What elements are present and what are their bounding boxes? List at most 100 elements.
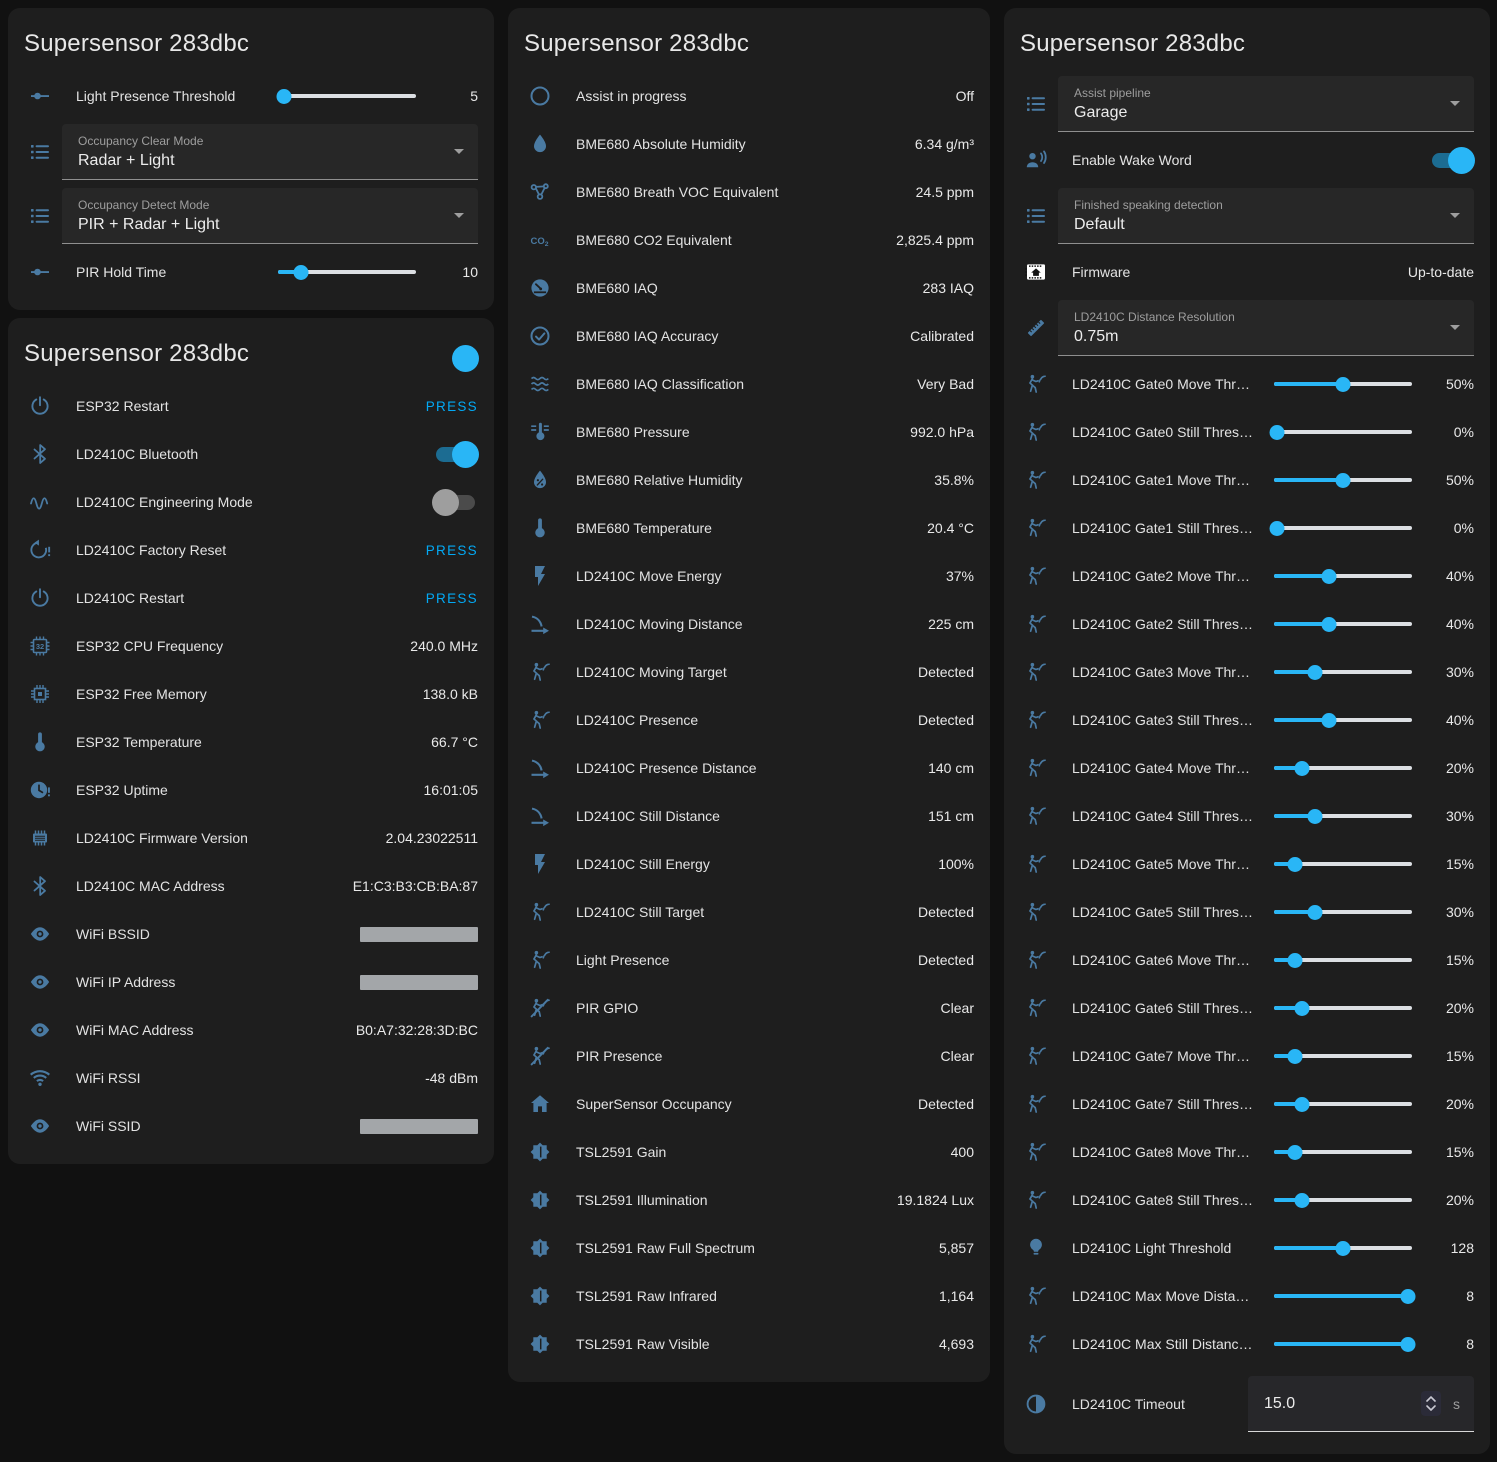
- entity-row[interactable]: PIR Presence Clear: [508, 1032, 990, 1080]
- entity-row[interactable]: ESP32 Temperature 66.7 °C: [8, 718, 494, 766]
- entity-row[interactable]: WiFi RSSI -48 dBm: [8, 1054, 494, 1102]
- slider[interactable]: [1274, 1282, 1416, 1310]
- entity-row[interactable]: BME680 Temperature 20.4 °C: [508, 504, 990, 552]
- entity-row[interactable]: WiFi MAC Address B0:A7:32:28:3D:BC: [8, 1006, 494, 1054]
- toggle-switch[interactable]: [433, 440, 479, 468]
- slider[interactable]: [1274, 1138, 1412, 1166]
- slider[interactable]: [1274, 562, 1412, 590]
- slider-knob[interactable]: [1294, 1192, 1310, 1208]
- slider[interactable]: [1274, 898, 1412, 926]
- slider-knob[interactable]: [1321, 712, 1337, 728]
- slider-knob[interactable]: [1335, 1240, 1351, 1256]
- entity-row[interactable]: LD2410C Still Target Detected: [508, 888, 990, 936]
- slider[interactable]: [278, 258, 416, 286]
- entity-row[interactable]: BME680 Pressure 992.0 hPa: [508, 408, 990, 456]
- slider[interactable]: [276, 82, 416, 110]
- entity-row[interactable]: LD2410C Presence Detected: [508, 696, 990, 744]
- entity-row[interactable]: BME680 Relative Humidity 35.8%: [508, 456, 990, 504]
- slider[interactable]: [1274, 1330, 1416, 1358]
- entity-row[interactable]: Firmware Up-to-date: [1004, 248, 1490, 296]
- slider[interactable]: [1274, 706, 1412, 734]
- entity-row[interactable]: TSL2591 Illumination 19.1824 Lux: [508, 1176, 990, 1224]
- entity-row[interactable]: WiFi IP Address: [8, 958, 494, 1006]
- toggle-switch[interactable]: [1429, 146, 1475, 174]
- entity-row[interactable]: CO 2 BME680 CO2 Equivalent 2,825.4 ppm: [508, 216, 990, 264]
- toggle-switch[interactable]: [432, 488, 478, 516]
- select-field[interactable]: Occupancy Detect Mode PIR + Radar + Light: [62, 188, 478, 244]
- entity-row[interactable]: BME680 IAQ 283 IAQ: [508, 264, 990, 312]
- entity-row[interactable]: WiFi BSSID: [8, 910, 494, 958]
- entity-row[interactable]: ESP32 Free Memory 138.0 kB: [8, 670, 494, 718]
- entity-row[interactable]: Light Presence Detected: [508, 936, 990, 984]
- slider-knob[interactable]: [1287, 856, 1303, 872]
- entity-row[interactable]: LD2410C Moving Target Detected: [508, 648, 990, 696]
- slider-knob[interactable]: [1400, 1336, 1416, 1352]
- slider-knob[interactable]: [1287, 1048, 1303, 1064]
- press-button[interactable]: PRESS: [425, 590, 478, 606]
- slider[interactable]: [1274, 1234, 1412, 1262]
- entity-row[interactable]: LD2410C Firmware Version 2.04.23022511: [8, 814, 494, 862]
- slider-knob[interactable]: [1335, 472, 1351, 488]
- entity-row[interactable]: BME680 IAQ Accuracy Calibrated: [508, 312, 990, 360]
- slider-knob[interactable]: [1287, 952, 1303, 968]
- stepper-down-icon[interactable]: [1425, 1404, 1437, 1412]
- slider[interactable]: [1274, 946, 1412, 974]
- number-input[interactable]: 15.0 s: [1248, 1376, 1474, 1432]
- slider-knob[interactable]: [1307, 904, 1323, 920]
- select-field[interactable]: LD2410C Distance Resolution 0.75m: [1058, 300, 1474, 356]
- slider-knob[interactable]: [1321, 616, 1337, 632]
- entity-row[interactable]: LD2410C Move Energy 37%: [508, 552, 990, 600]
- slider-knob[interactable]: [1400, 1288, 1416, 1304]
- entity-row[interactable]: WiFi SSID: [8, 1102, 494, 1150]
- entity-row[interactable]: SuperSensor Occupancy Detected: [508, 1080, 990, 1128]
- slider-knob[interactable]: [1307, 664, 1323, 680]
- slider-knob[interactable]: [1294, 760, 1310, 776]
- entity-row[interactable]: TSL2591 Gain 400: [508, 1128, 990, 1176]
- press-button[interactable]: PRESS: [425, 542, 478, 558]
- slider-knob[interactable]: [276, 88, 292, 104]
- entity-row[interactable]: BME680 IAQ Classification Very Bad: [508, 360, 990, 408]
- slider[interactable]: [1274, 1042, 1412, 1070]
- select-field[interactable]: Finished speaking detection Default: [1058, 188, 1474, 244]
- slider-knob[interactable]: [1307, 808, 1323, 824]
- slider-knob[interactable]: [1287, 1144, 1303, 1160]
- slider-knob[interactable]: [1269, 520, 1285, 536]
- slider-knob[interactable]: [1321, 568, 1337, 584]
- entity-row[interactable]: 32 ESP32 CPU Frequency 240.0 MHz: [8, 622, 494, 670]
- slider[interactable]: [1269, 514, 1412, 542]
- entity-row[interactable]: PIR GPIO Clear: [508, 984, 990, 1032]
- entity-row[interactable]: LD2410C MAC Address E1:C3:B3:CB:BA:87: [8, 862, 494, 910]
- slider[interactable]: [1269, 418, 1412, 446]
- entity-row[interactable]: TSL2591 Raw Visible 4,693: [508, 1320, 990, 1368]
- entity-row[interactable]: LD2410C Still Distance 151 cm: [508, 792, 990, 840]
- select-field[interactable]: Occupancy Clear Mode Radar + Light: [62, 124, 478, 180]
- number-stepper[interactable]: [1421, 1391, 1441, 1416]
- press-button[interactable]: PRESS: [425, 398, 478, 414]
- slider[interactable]: [1274, 1186, 1412, 1214]
- slider[interactable]: [1274, 658, 1412, 686]
- entity-row[interactable]: BME680 Absolute Humidity 6.34 g/m³: [508, 120, 990, 168]
- entity-row[interactable]: Assist in progress Off: [508, 72, 990, 120]
- slider-knob[interactable]: [1269, 424, 1285, 440]
- slider-knob[interactable]: [1294, 1000, 1310, 1016]
- slider[interactable]: [1274, 850, 1412, 878]
- slider[interactable]: [1274, 802, 1412, 830]
- stepper-up-icon[interactable]: [1425, 1395, 1437, 1403]
- select-field[interactable]: Assist pipeline Garage: [1058, 76, 1474, 132]
- entity-row[interactable]: BME680 Breath VOC Equivalent 24.5 ppm: [508, 168, 990, 216]
- slider[interactable]: [1274, 466, 1412, 494]
- entity-row[interactable]: LD2410C Still Energy 100%: [508, 840, 990, 888]
- entity-row[interactable]: LD2410C Moving Distance 225 cm: [508, 600, 990, 648]
- entity-row[interactable]: TSL2591 Raw Full Spectrum 5,857: [508, 1224, 990, 1272]
- slider-knob[interactable]: [1335, 376, 1351, 392]
- slider[interactable]: [1274, 1090, 1412, 1118]
- slider-knob[interactable]: [1294, 1096, 1310, 1112]
- slider[interactable]: [1274, 994, 1412, 1022]
- slider[interactable]: [1274, 610, 1412, 638]
- slider-knob[interactable]: [293, 264, 309, 280]
- entity-row[interactable]: ESP32 Uptime 16:01:05: [8, 766, 494, 814]
- entity-row[interactable]: TSL2591 Raw Infrared 1,164: [508, 1272, 990, 1320]
- slider[interactable]: [1274, 370, 1412, 398]
- entity-row[interactable]: LD2410C Presence Distance 140 cm: [508, 744, 990, 792]
- slider[interactable]: [1274, 754, 1412, 782]
